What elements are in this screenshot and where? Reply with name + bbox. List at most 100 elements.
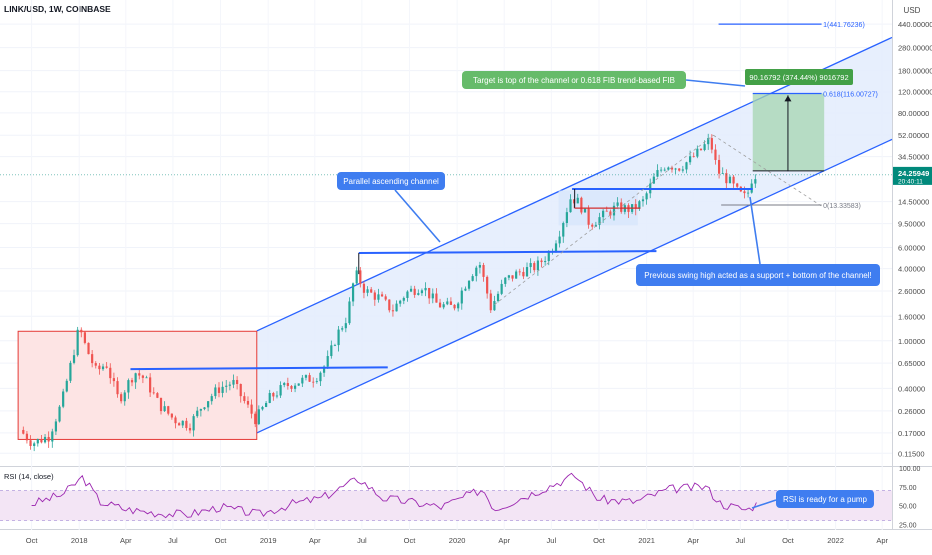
- candle[interactable]: [707, 138, 710, 145]
- candle[interactable]: [297, 383, 300, 386]
- accumulation-box[interactable]: [17, 330, 258, 440]
- candle[interactable]: [457, 303, 460, 309]
- candle[interactable]: [605, 210, 608, 212]
- candle[interactable]: [529, 263, 532, 268]
- candle[interactable]: [196, 410, 199, 417]
- candle[interactable]: [214, 387, 217, 397]
- candle[interactable]: [562, 223, 565, 237]
- candle[interactable]: [438, 302, 442, 308]
- support-annotation-box[interactable]: [636, 264, 880, 286]
- candle[interactable]: [547, 252, 550, 262]
- candle[interactable]: [736, 183, 739, 187]
- candle[interactable]: [207, 401, 210, 408]
- candle[interactable]: [554, 243, 558, 252]
- candle[interactable]: [181, 420, 184, 426]
- candle[interactable]: [515, 271, 518, 279]
- candle[interactable]: [587, 208, 590, 225]
- candle[interactable]: [279, 385, 282, 396]
- candle[interactable]: [232, 379, 235, 385]
- candle[interactable]: [268, 393, 271, 403]
- candle[interactable]: [94, 363, 97, 366]
- candle[interactable]: [442, 304, 445, 308]
- candle[interactable]: [152, 392, 155, 394]
- target-annotation-box[interactable]: [462, 71, 686, 89]
- candle[interactable]: [486, 276, 489, 294]
- candle[interactable]: [511, 275, 514, 279]
- candle[interactable]: [188, 428, 192, 431]
- candle[interactable]: [609, 211, 612, 216]
- candle[interactable]: [322, 366, 326, 373]
- candle[interactable]: [482, 265, 485, 277]
- candle[interactable]: [714, 149, 717, 160]
- candle[interactable]: [167, 406, 170, 414]
- candle[interactable]: [192, 416, 195, 431]
- candle[interactable]: [743, 191, 746, 194]
- candle[interactable]: [660, 169, 663, 171]
- candle[interactable]: [431, 293, 434, 299]
- candle[interactable]: [540, 260, 543, 263]
- support-line-2019[interactable]: [358, 250, 657, 255]
- candle[interactable]: [127, 380, 130, 393]
- candle[interactable]: [580, 197, 583, 213]
- candle[interactable]: [395, 303, 398, 312]
- candle[interactable]: [377, 294, 380, 300]
- candle[interactable]: [138, 373, 141, 376]
- candle[interactable]: [685, 162, 688, 170]
- candle[interactable]: [420, 290, 424, 294]
- candle[interactable]: [696, 148, 699, 157]
- candle[interactable]: [583, 208, 587, 213]
- candle[interactable]: [91, 354, 94, 364]
- candle[interactable]: [319, 372, 322, 382]
- candle[interactable]: [754, 179, 757, 184]
- candle[interactable]: [373, 292, 376, 300]
- candle[interactable]: [638, 201, 641, 209]
- candle[interactable]: [391, 310, 395, 312]
- candle[interactable]: [62, 391, 65, 407]
- candle[interactable]: [475, 267, 478, 277]
- candle[interactable]: [29, 440, 32, 446]
- candle[interactable]: [351, 283, 355, 302]
- candle[interactable]: [746, 192, 750, 194]
- candle[interactable]: [159, 397, 163, 412]
- candle[interactable]: [428, 287, 431, 299]
- candle[interactable]: [116, 381, 119, 395]
- candle[interactable]: [203, 407, 206, 410]
- candle[interactable]: [69, 362, 72, 381]
- candle[interactable]: [362, 283, 366, 293]
- candle[interactable]: [710, 138, 713, 150]
- candle[interactable]: [141, 375, 144, 378]
- candle[interactable]: [326, 356, 329, 367]
- candle[interactable]: [33, 443, 36, 446]
- candle[interactable]: [43, 436, 47, 443]
- candle[interactable]: [688, 156, 692, 163]
- candle[interactable]: [134, 373, 137, 383]
- candle[interactable]: [522, 271, 525, 277]
- candle[interactable]: [699, 148, 703, 151]
- candle[interactable]: [656, 170, 659, 177]
- candle[interactable]: [536, 260, 539, 271]
- candle[interactable]: [185, 420, 188, 429]
- candle[interactable]: [283, 383, 286, 386]
- candle[interactable]: [54, 421, 58, 432]
- candle[interactable]: [544, 261, 547, 263]
- candle[interactable]: [264, 402, 268, 407]
- candle[interactable]: [58, 406, 61, 422]
- candle[interactable]: [98, 365, 101, 370]
- candle[interactable]: [681, 169, 684, 171]
- candle[interactable]: [246, 400, 250, 405]
- candle[interactable]: [47, 436, 50, 442]
- candle[interactable]: [337, 329, 340, 346]
- candle[interactable]: [301, 377, 304, 384]
- candle[interactable]: [76, 329, 79, 356]
- candle[interactable]: [304, 375, 308, 378]
- target-box[interactable]: [752, 93, 825, 171]
- candle[interactable]: [591, 224, 594, 227]
- candle[interactable]: [308, 375, 311, 382]
- candle[interactable]: [333, 345, 337, 346]
- candle[interactable]: [344, 323, 347, 329]
- candle[interactable]: [717, 159, 721, 174]
- candle[interactable]: [533, 263, 536, 271]
- candle[interactable]: [728, 176, 732, 184]
- candle[interactable]: [341, 328, 344, 330]
- candle[interactable]: [261, 406, 264, 410]
